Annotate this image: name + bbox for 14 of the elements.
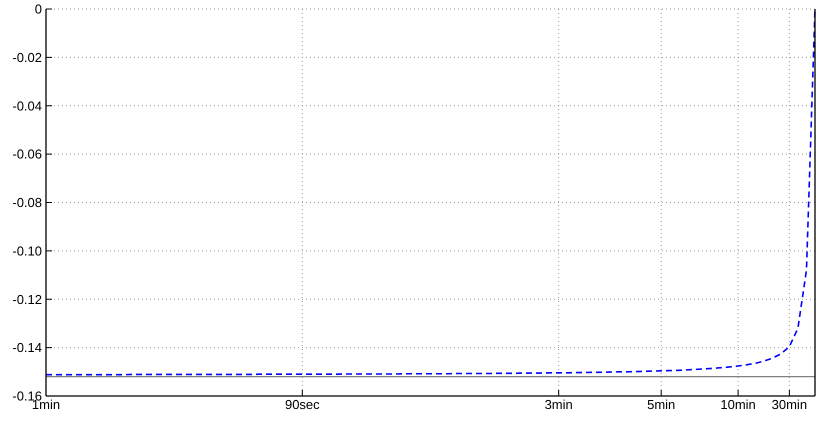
y-tick-label: -0.12	[12, 292, 42, 307]
x-tick-label: 5min	[647, 397, 676, 412]
y-tick-label: -0.14	[12, 340, 42, 356]
y-tick-label: -0.06	[12, 146, 42, 162]
y-tick-label: -0.10	[12, 243, 42, 258]
x-tick-label: 10min	[720, 397, 756, 412]
y-tick-label: -0.04	[12, 98, 42, 114]
y-tick-label: -0.02	[12, 50, 42, 65]
x-tick-label: 30min	[772, 397, 808, 412]
y-tick-label: 0	[34, 2, 42, 17]
y-tick-label: -0.08	[12, 195, 42, 210]
x-tick-label: 3min	[544, 397, 573, 412]
x-tick-label: 90sec	[284, 397, 320, 412]
line-series	[45, 9, 816, 376]
